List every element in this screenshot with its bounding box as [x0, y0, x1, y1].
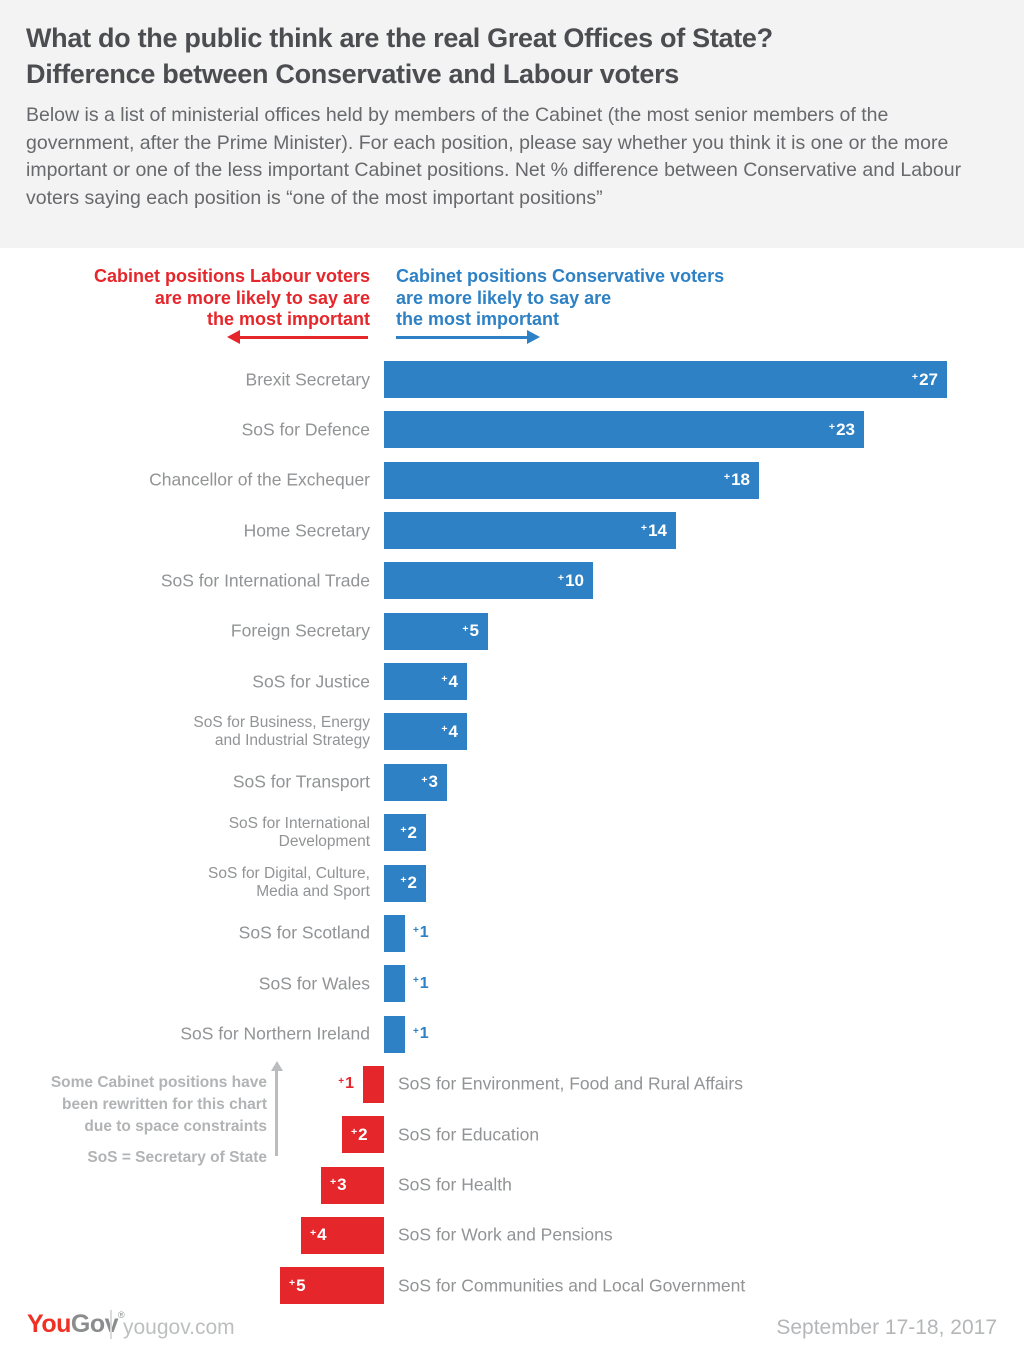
chart-row: Home Secretary +14 — [0, 512, 1024, 550]
bar-label: SoS for Education — [398, 1124, 540, 1145]
labour-bar: +5 — [280, 1267, 384, 1305]
bar-value: +23 — [828, 419, 855, 439]
note-line: Some Cabinet positions have — [50, 1074, 267, 1091]
bar-label: Home Secretary — [243, 520, 370, 541]
chart-row: Chancellor of the Exchequer +18 — [0, 461, 1024, 499]
bar-value: +1 — [413, 924, 429, 942]
bar-value: +5 — [462, 621, 479, 641]
bar-label: Chancellor of the Exchequer — [149, 469, 370, 490]
chart-row: SoS for Communities and Local Government… — [0, 1267, 1024, 1305]
conservative-bar: +3 — [384, 763, 447, 801]
note-line: due to space constraints — [84, 1118, 267, 1135]
chart-row: SoS for Work and Pensions +4 — [0, 1216, 1024, 1254]
chart-row: SoS for Wales +1 — [0, 965, 1024, 1003]
chart-note: Some Cabinet positions have been rewritt… — [0, 1072, 267, 1169]
bar-label: SoS for Digital, Culture, Media and Sport — [208, 865, 370, 900]
bar-label: SoS for Northern Ireland — [180, 1023, 370, 1044]
chart-row: SoS for Scotland +1 — [0, 914, 1024, 952]
footer-site-url: yougov.com — [123, 1316, 235, 1339]
chart-row: SoS for Defence +23 — [0, 411, 1024, 449]
header: What do the public think are the real Gr… — [0, 0, 1024, 248]
chart-row: SoS for International Trade +10 — [0, 562, 1024, 600]
footer-divider — [110, 1310, 112, 1339]
bar-value: +3 — [421, 772, 438, 792]
bar-label: SoS for Health — [398, 1174, 512, 1195]
conservative-bar: +23 — [384, 411, 864, 449]
chart-row: SoS for International Development +2 — [0, 814, 1024, 852]
bar-label: SoS for Business, Energy and Industrial S… — [193, 713, 370, 749]
chart-row: SoS for Education +2 — [0, 1116, 1024, 1154]
bar-value: +1 — [413, 1025, 429, 1043]
bar-label: SoS for Scotland — [238, 922, 370, 943]
legend-conservative-label: Cabinet positions Conservative voters ar… — [396, 266, 725, 329]
bar-value: +10 — [557, 570, 584, 590]
conservative-bar — [384, 965, 405, 1003]
bar-value: +27 — [911, 369, 938, 389]
labour-bar: +2 — [342, 1116, 384, 1154]
bar-label: SoS for International Trade — [160, 570, 370, 591]
bar-label: SoS for Transport — [232, 771, 370, 792]
conservative-bar: +5 — [384, 612, 488, 650]
bar-value: +2 — [400, 822, 417, 842]
page-title-line-2: Difference between Conservative and Labo… — [26, 59, 679, 89]
legend-labour-label: Cabinet positions Labour voters are more… — [93, 266, 370, 329]
labour-bar: +3 — [321, 1166, 384, 1204]
bar-label: SoS for Communities and Local Government — [398, 1275, 746, 1296]
bar-label: SoS for Justice — [252, 671, 370, 692]
footer-date: September 17-18, 2017 — [776, 1316, 997, 1339]
conservative-bar — [384, 1015, 405, 1053]
yougov-logo-you: You — [27, 1310, 71, 1338]
bar-value: +14 — [640, 520, 667, 540]
chart-row: SoS for Digital, Culture, Media and Sport… — [0, 864, 1024, 902]
chart-row: SoS for Business, Energy and Industrial S… — [0, 713, 1024, 751]
bar-value: +4 — [310, 1225, 327, 1245]
conservative-bar: +10 — [384, 562, 593, 600]
bar-label: Foreign Secretary — [230, 620, 370, 641]
right-arrow-icon — [396, 330, 540, 344]
bar-label: SoS for Wales — [258, 973, 370, 994]
page-subtitle: Below is a list of ministerial offices h… — [26, 104, 962, 209]
bar-label: SoS for Defence — [241, 419, 370, 440]
note-line: been rewritten for this chart — [62, 1096, 267, 1113]
bar-label: SoS for Work and Pensions — [398, 1224, 613, 1245]
bar-value: +2 — [400, 873, 417, 892]
conservative-bar: +2 — [384, 814, 426, 852]
bar-value: +1 — [338, 1075, 354, 1093]
bar-value: +18 — [723, 470, 750, 490]
conservative-bar: +18 — [384, 461, 759, 499]
bar-label: SoS for Environment, Food and Rural Affa… — [398, 1073, 743, 1094]
chart-row: SoS for Justice +4 — [0, 663, 1024, 701]
conservative-bar: +2 — [384, 864, 426, 902]
chart-row: SoS for Health +3 — [0, 1166, 1024, 1204]
bar-value: +4 — [441, 671, 458, 691]
chart-row: SoS for Transport +3 — [0, 763, 1024, 801]
bar-label: SoS for International Development — [228, 814, 370, 850]
up-arrow-icon — [270, 1061, 283, 1156]
bar-value: +3 — [330, 1175, 347, 1195]
conservative-bar: +27 — [384, 361, 947, 398]
bar-value: +1 — [413, 974, 429, 992]
bar-value: +2 — [351, 1124, 368, 1144]
chart-row: SoS for Northern Ireland +1 — [0, 1015, 1024, 1053]
conservative-bar: +14 — [384, 512, 676, 550]
note-footnote: SoS = Secretary of State — [87, 1149, 267, 1166]
left-arrow-icon — [227, 330, 368, 344]
page-title-line-1: What do the public think are the real Gr… — [26, 23, 773, 53]
conservative-bar: +4 — [384, 663, 467, 701]
labour-bar: +4 — [301, 1216, 384, 1254]
bar-value: +4 — [441, 721, 458, 741]
bar-value: +5 — [289, 1275, 306, 1295]
conservative-bar — [384, 914, 405, 952]
bar-label: Brexit Secretary — [245, 369, 370, 389]
chart-row: Foreign Secretary +5 — [0, 612, 1024, 650]
chart-row: SoS for Environment, Food and Rural Affa… — [0, 1065, 1024, 1103]
page-title: What do the public think are the real Gr… — [26, 20, 998, 92]
labour-bar — [363, 1065, 384, 1103]
chart-row: Brexit Secretary +27 — [0, 361, 1024, 398]
registered-mark-icon: ® — [118, 1310, 125, 1320]
conservative-bar: +4 — [384, 713, 467, 751]
